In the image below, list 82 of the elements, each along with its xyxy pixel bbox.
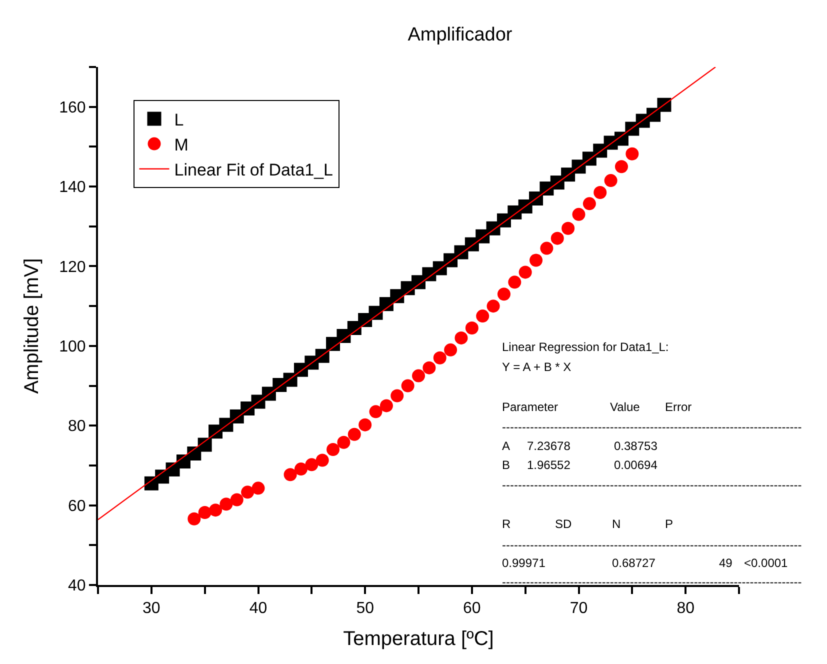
y-tick-label: 60 [68,498,86,515]
point [582,197,596,210]
point [380,399,393,412]
x-axis-title: Temperatura [ºC] [343,628,494,650]
annotation: 0.68727 [612,556,656,570]
point [337,436,350,449]
x-tick-label: 30 [142,600,160,618]
point [316,454,329,467]
legend-label: L [174,110,184,130]
point [604,174,618,188]
point [390,389,404,402]
annotation: Value [610,400,640,414]
point [465,321,478,334]
point [626,147,639,160]
annotation: 0.00694 [614,458,658,472]
legend-label: M [174,135,188,154]
point [326,443,340,456]
legend-label: Linear Fit of Data1_L [174,160,334,180]
annotation: N [612,517,621,531]
point [454,331,468,344]
y-tick-label: 120 [59,258,86,276]
x-tick-label: 50 [356,600,374,618]
y-tick-label: 40 [68,578,86,595]
point [614,160,628,174]
point [476,310,490,323]
point [348,428,361,441]
point [518,266,532,279]
point [562,222,575,235]
annotation: SD [555,517,572,531]
point [540,242,554,255]
annotation: R [502,517,511,531]
chart-title: Amplificador [408,24,513,46]
point [252,482,265,495]
point [594,186,607,200]
x-tick-label: 40 [249,600,268,618]
annotation: Y = A + B * X [502,360,572,374]
point [486,300,500,313]
y-axis-title: Amplitude [mV] [21,258,44,394]
x-tick-label: 60 [463,600,481,618]
point [198,506,212,519]
y-tick-label: 160 [59,99,86,116]
y-tick-label: 80 [68,418,86,436]
x-tick-label: 70 [570,600,588,618]
annotation: Linear Regression for Data1_L: [502,340,669,354]
annotation: 0.38753 [614,439,658,453]
point [572,208,586,221]
text: <0.0001 [744,556,788,570]
point [497,288,510,301]
point [508,276,522,289]
point [241,486,254,499]
annotation: 0.99971 [502,556,546,570]
point [358,418,372,432]
point [433,351,446,364]
annotation: 49 [719,556,733,570]
annotation: A [502,439,510,453]
point [401,379,414,392]
annotation: Parameter [502,400,558,414]
annotation: --------------------------------------------------------------------------- [502,420,802,434]
point [294,462,308,476]
point [209,504,222,517]
point [550,232,564,245]
point [422,361,436,374]
point [305,458,318,472]
point [369,405,382,418]
point [444,343,458,356]
annotation: --------------------------------------------------------------------------- [502,575,802,589]
annotation: P [665,517,674,531]
y-tick-label: 140 [59,179,86,196]
point [530,254,543,267]
point [220,498,233,511]
annotation: Error [665,400,692,414]
point [284,468,297,482]
point [412,369,425,382]
annotation: 1.96552 [527,458,571,472]
x-tick-label: 80 [676,600,695,618]
annotation: 7.23678 [527,439,571,453]
point [230,493,244,506]
y-tick-label: 100 [59,338,86,356]
annotation: B [502,458,510,472]
annotation: --------------------------------------------------------------------------- [502,478,802,492]
annotation: --------------------------------------------------------------------------- [502,538,802,552]
point [188,512,201,526]
